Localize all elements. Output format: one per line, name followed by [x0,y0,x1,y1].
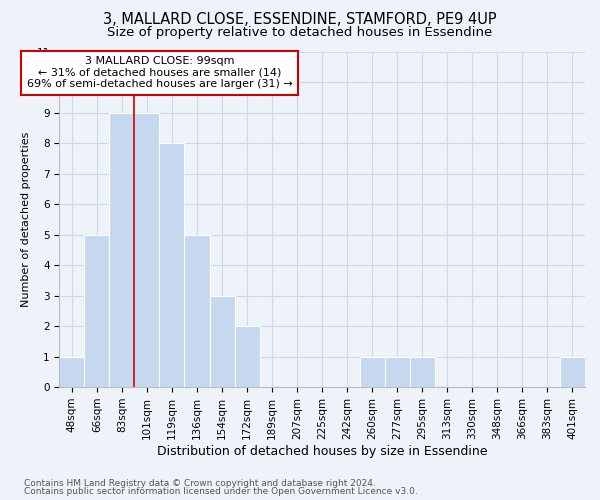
Bar [209,296,235,387]
Bar [109,112,134,387]
Bar [235,326,260,387]
Text: Contains public sector information licensed under the Open Government Licence v3: Contains public sector information licen… [24,487,418,496]
Text: 3 MALLARD CLOSE: 99sqm
← 31% of detached houses are smaller (14)
69% of semi-det: 3 MALLARD CLOSE: 99sqm ← 31% of detached… [26,56,292,90]
Bar [410,356,435,387]
Y-axis label: Number of detached properties: Number of detached properties [21,132,31,307]
Bar [560,356,585,387]
Bar [360,356,385,387]
Bar [85,234,109,387]
Bar [385,356,410,387]
Bar [59,356,85,387]
Text: Size of property relative to detached houses in Essendine: Size of property relative to detached ho… [107,26,493,39]
Text: 3, MALLARD CLOSE, ESSENDINE, STAMFORD, PE9 4UP: 3, MALLARD CLOSE, ESSENDINE, STAMFORD, P… [103,12,497,28]
Bar [160,143,184,387]
Text: Contains HM Land Registry data © Crown copyright and database right 2024.: Contains HM Land Registry data © Crown c… [24,478,376,488]
Bar [134,112,160,387]
Bar [184,234,209,387]
X-axis label: Distribution of detached houses by size in Essendine: Distribution of detached houses by size … [157,444,487,458]
